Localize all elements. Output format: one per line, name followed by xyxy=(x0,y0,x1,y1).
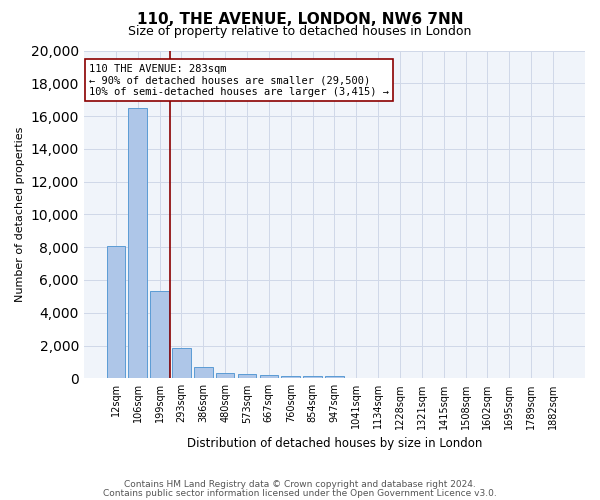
Bar xyxy=(107,246,125,378)
X-axis label: Distribution of detached houses by size in London: Distribution of detached houses by size … xyxy=(187,437,482,450)
Text: Contains HM Land Registry data © Crown copyright and database right 2024.: Contains HM Land Registry data © Crown c… xyxy=(124,480,476,489)
Bar xyxy=(150,292,169,378)
Bar xyxy=(303,376,322,378)
Bar xyxy=(216,372,235,378)
Text: Contains public sector information licensed under the Open Government Licence v3: Contains public sector information licen… xyxy=(103,488,497,498)
Bar xyxy=(281,376,300,378)
Bar xyxy=(325,376,344,378)
Y-axis label: Number of detached properties: Number of detached properties xyxy=(15,126,25,302)
Bar xyxy=(172,348,191,378)
Bar xyxy=(238,374,256,378)
Bar xyxy=(128,108,147,378)
Text: 110, THE AVENUE, LONDON, NW6 7NN: 110, THE AVENUE, LONDON, NW6 7NN xyxy=(137,12,463,28)
Text: 110 THE AVENUE: 283sqm
← 90% of detached houses are smaller (29,500)
10% of semi: 110 THE AVENUE: 283sqm ← 90% of detached… xyxy=(89,64,389,97)
Text: Size of property relative to detached houses in London: Size of property relative to detached ho… xyxy=(128,25,472,38)
Bar xyxy=(260,375,278,378)
Bar xyxy=(194,367,212,378)
